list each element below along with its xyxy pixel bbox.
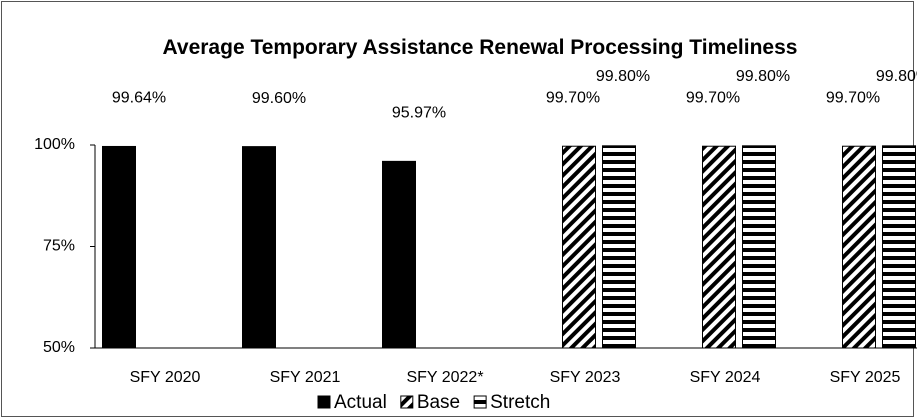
data-label: 99.80% xyxy=(736,68,790,85)
data-label: 95.97% xyxy=(392,105,446,122)
data-label: 99.80% xyxy=(596,68,650,85)
bar xyxy=(842,145,876,349)
data-label: 99.60% xyxy=(252,90,306,107)
x-tick-label: SFY 2020 xyxy=(130,369,201,386)
data-label: 99.64% xyxy=(112,90,166,107)
y-tick-label: 100% xyxy=(34,136,75,153)
x-tick-label: SFY 2022* xyxy=(406,369,483,386)
x-tick-label: SFY 2021 xyxy=(270,369,341,386)
x-tick-label: SFY 2024 xyxy=(690,369,761,386)
x-tick-label: SFY 2025 xyxy=(830,369,901,386)
bar xyxy=(102,145,136,349)
bar xyxy=(602,145,636,349)
bar xyxy=(882,145,916,349)
bar xyxy=(242,146,276,349)
y-tick-label: 50% xyxy=(43,339,75,356)
legend-swatch xyxy=(473,395,487,409)
y-tick-label: 75% xyxy=(43,238,75,255)
chart-title: Average Temporary Assistance Renewal Pro… xyxy=(162,36,798,59)
bar xyxy=(382,160,416,349)
x-tick-label: SFY 2023 xyxy=(550,369,621,386)
legend-swatch xyxy=(317,395,331,409)
data-label: 99.70% xyxy=(826,89,880,106)
bar xyxy=(702,145,736,349)
legend-label: Actual xyxy=(334,392,387,413)
data-label: 99.70% xyxy=(546,89,600,106)
bar xyxy=(742,145,776,349)
data-label: 99.80% xyxy=(876,68,917,85)
data-label: 99.70% xyxy=(686,89,740,106)
bar xyxy=(562,145,596,349)
legend-label: Base xyxy=(417,392,460,413)
legend-label: Stretch xyxy=(490,392,550,413)
legend-swatch xyxy=(400,395,414,409)
